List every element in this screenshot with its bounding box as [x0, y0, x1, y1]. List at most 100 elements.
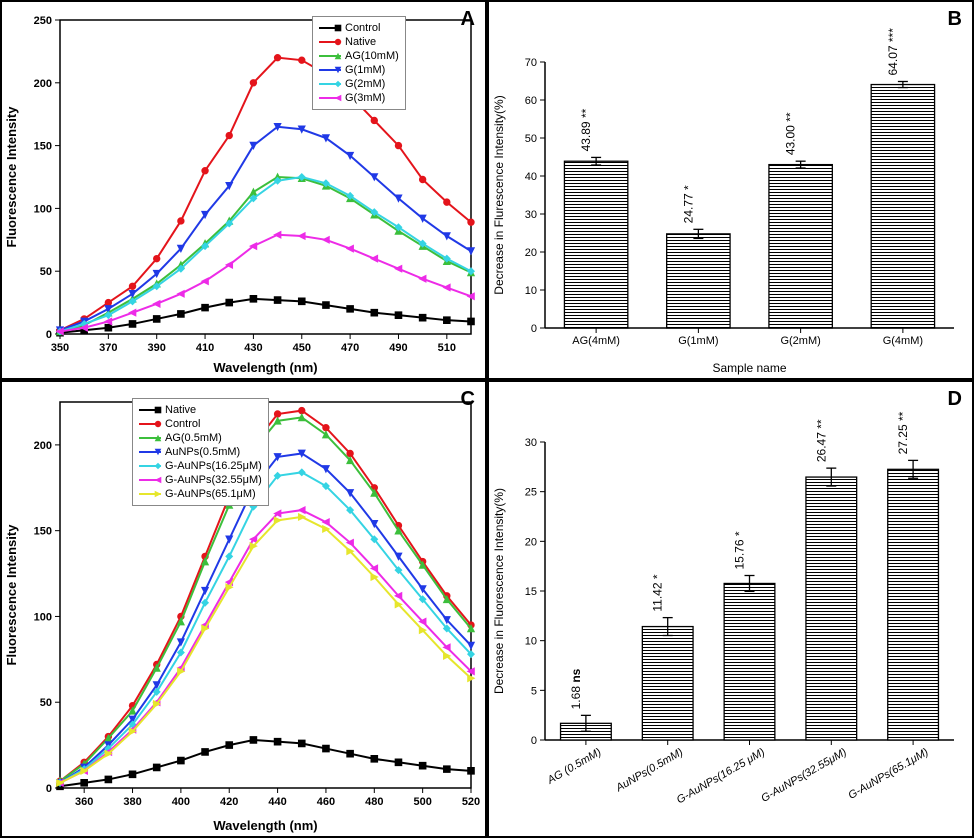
legend-item: G(3mM) — [319, 91, 399, 105]
svg-text:AuNPs(0.5mM): AuNPs(0.5mM) — [613, 746, 685, 795]
svg-text:490: 490 — [389, 342, 407, 354]
svg-text:420: 420 — [220, 796, 238, 808]
svg-text:20: 20 — [525, 536, 537, 548]
legend-item: Control — [139, 417, 262, 431]
panel-d-label: D — [948, 388, 962, 411]
svg-text:Wavelength (nm): Wavelength (nm) — [213, 818, 317, 833]
svg-text:0: 0 — [46, 329, 52, 341]
svg-text:64.07 ***: 64.07 *** — [886, 28, 900, 76]
bar-chart-svg: 0 5 10 15 20 25 30 1.68 ns AG (0.5mM) 11.42 * AuNP… — [489, 382, 972, 836]
svg-text:520: 520 — [462, 796, 480, 808]
svg-text:Wavelength (nm): Wavelength (nm) — [213, 360, 317, 375]
legend-item: G(1mM) — [319, 63, 399, 77]
svg-text:100: 100 — [34, 611, 52, 623]
svg-text:G(2mM): G(2mM) — [780, 335, 820, 347]
svg-text:40: 40 — [525, 171, 537, 183]
svg-text:470: 470 — [341, 342, 359, 354]
svg-text:150: 150 — [34, 526, 52, 538]
legend-label: Control — [165, 417, 200, 431]
legend-item: AG(10mM) — [319, 49, 399, 63]
legend-item: Native — [319, 35, 399, 49]
legend-item: Control — [319, 21, 399, 35]
svg-text:0: 0 — [531, 735, 537, 747]
svg-text:25: 25 — [525, 487, 537, 499]
legend-item: AG(0.5mM) — [139, 431, 262, 445]
svg-text:390: 390 — [148, 342, 166, 354]
svg-text:20: 20 — [525, 247, 537, 259]
svg-text:15.76 *: 15.76 * — [733, 531, 747, 569]
legend-label: AG(0.5mM) — [165, 431, 222, 445]
panel-a: A 35037039041043045047049051005010015020… — [0, 0, 487, 380]
svg-text:15: 15 — [525, 586, 537, 598]
svg-text:60: 60 — [525, 95, 537, 107]
svg-text:Fluorescence Intensity: Fluorescence Intensity — [4, 524, 19, 666]
svg-text:400: 400 — [172, 796, 190, 808]
svg-text:10: 10 — [525, 285, 537, 297]
svg-text:50: 50 — [40, 697, 52, 709]
legend-label: G-AuNPs(65.1μM) — [165, 487, 256, 501]
svg-text:43.00 **: 43.00 ** — [784, 112, 798, 155]
svg-text:510: 510 — [438, 342, 456, 354]
panel-a-label: A — [461, 8, 475, 31]
bar-chart-svg: 01020304050607043.89 **AG(4mM)24.77 *G(1… — [489, 2, 972, 378]
legend-item: G-AuNPs(32.55μM) — [139, 473, 262, 487]
svg-text:380: 380 — [123, 796, 141, 808]
panel-b: B 01020304050607043.89 **AG(4mM)24.77 *G… — [487, 0, 974, 380]
legend: ControlNativeAG(10mM)G(1mM)G(2mM)G(3mM) — [312, 16, 406, 110]
svg-text:350: 350 — [51, 342, 69, 354]
legend-label: G-AuNPs(16.25μM) — [165, 459, 262, 473]
svg-text:70: 70 — [525, 57, 537, 69]
svg-text:200: 200 — [34, 440, 52, 452]
panel-d: D 0 5 10 15 20 25 30 1.68 ns AG (0.5mM) 11.42 * Au… — [487, 380, 974, 838]
svg-text:500: 500 — [413, 796, 431, 808]
legend-item: AuNPs(0.5mM) — [139, 445, 262, 459]
legend-label: G(1mM) — [345, 63, 385, 77]
svg-text:430: 430 — [244, 342, 262, 354]
panel-c-label: C — [461, 388, 475, 411]
legend-item: G-AuNPs(16.25μM) — [139, 459, 262, 473]
legend-label: G(3mM) — [345, 91, 385, 105]
svg-text:50: 50 — [40, 266, 52, 278]
legend: NativeControlAG(0.5mM)AuNPs(0.5mM)G-AuNP… — [132, 398, 269, 506]
legend-label: AG(10mM) — [345, 49, 399, 63]
legend-item: Native — [139, 403, 262, 417]
svg-text:Decrease in Flurescence Intens: Decrease in Flurescence Intensity(%) — [492, 95, 506, 294]
svg-text:450: 450 — [293, 342, 311, 354]
legend-label: G-AuNPs(32.55μM) — [165, 473, 262, 487]
svg-text:200: 200 — [34, 78, 52, 90]
legend-label: AuNPs(0.5mM) — [165, 445, 240, 459]
panel-c: C 36038040042044046048050052005010015020… — [0, 380, 487, 838]
svg-text:410: 410 — [196, 342, 214, 354]
svg-text:G(1mM): G(1mM) — [678, 335, 718, 347]
legend-label: G(2mM) — [345, 77, 385, 91]
legend-label: Native — [345, 35, 376, 49]
svg-text:5: 5 — [531, 685, 537, 697]
svg-text:11.42 *: 11.42 * — [651, 574, 665, 611]
svg-text:Fluorescence Intensity: Fluorescence Intensity — [4, 106, 19, 248]
svg-text:30: 30 — [525, 209, 537, 221]
svg-text:27.25 **: 27.25 ** — [896, 411, 910, 454]
svg-text:370: 370 — [99, 342, 117, 354]
svg-text:30: 30 — [525, 437, 537, 449]
svg-text:0: 0 — [46, 783, 52, 795]
svg-text:10: 10 — [525, 636, 537, 648]
legend-label: Control — [345, 21, 380, 35]
svg-text:0: 0 — [531, 323, 537, 335]
svg-text:43.89 **: 43.89 ** — [579, 108, 593, 151]
svg-text:Sample name: Sample name — [712, 361, 786, 375]
svg-text:24.77 *: 24.77 * — [681, 185, 695, 223]
svg-text:1.68 ns: 1.68 ns — [569, 668, 583, 709]
line-chart-svg: 3503703904104304504704905100501001502002… — [2, 2, 485, 378]
svg-text:440: 440 — [268, 796, 286, 808]
svg-text:250: 250 — [34, 15, 52, 27]
svg-text:AG(4mM): AG(4mM) — [572, 335, 620, 347]
panel-b-label: B — [948, 8, 962, 31]
svg-text:G-AuNPs(16.25 μM): G-AuNPs(16.25 μM) — [675, 746, 768, 806]
legend-label: Native — [165, 403, 196, 417]
svg-text:G(4mM): G(4mM) — [883, 335, 923, 347]
svg-text:G-AuNPs(65.1μM): G-AuNPs(65.1μM) — [846, 746, 931, 802]
legend-item: G(2mM) — [319, 77, 399, 91]
svg-text:Decrease in Fluorescence Inten: Decrease in Fluorescence Intensity(%) — [492, 488, 506, 694]
svg-text:360: 360 — [75, 796, 93, 808]
svg-text:AG (0.5mM): AG (0.5mM) — [545, 746, 604, 787]
